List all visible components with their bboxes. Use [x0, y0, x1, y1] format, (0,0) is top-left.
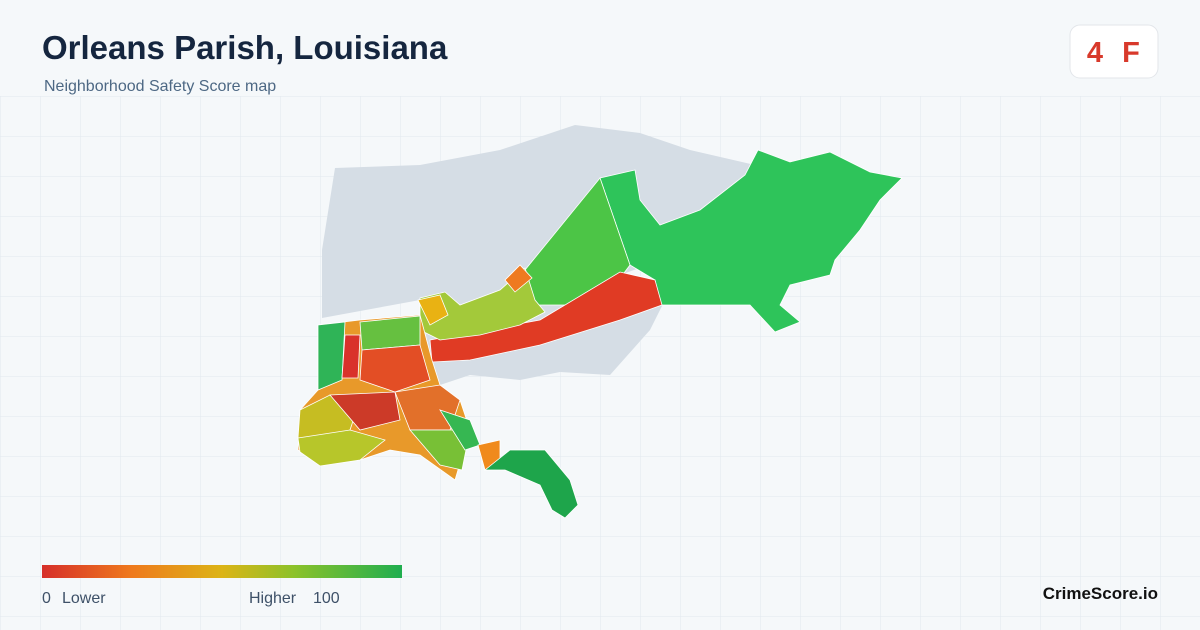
east-district: [599, 149, 903, 333]
title: Orleans Parish, Louisiana: [42, 29, 448, 66]
legend-max: 100: [313, 590, 340, 607]
subtitle: Neighborhood Safety Score map: [44, 78, 276, 95]
brand: CrimeScore.io: [1043, 584, 1158, 603]
district: [317, 321, 346, 391]
legend-min-label: Lower: [62, 590, 106, 607]
badge-score: 4: [1087, 37, 1103, 69]
legend-min: 0: [42, 590, 51, 607]
district: [359, 315, 421, 351]
district: [359, 344, 431, 393]
district: [417, 294, 449, 326]
legend-max-label: Higher: [249, 590, 297, 607]
corridor-district: [429, 271, 663, 363]
badge: [1069, 24, 1159, 79]
district: [504, 264, 533, 293]
legend-gradient: [42, 565, 402, 578]
district: [297, 429, 386, 467]
south-district: [483, 449, 579, 519]
map: [297, 125, 903, 519]
badge-grade: F: [1122, 37, 1140, 69]
district: [341, 334, 361, 379]
district: [329, 391, 401, 431]
